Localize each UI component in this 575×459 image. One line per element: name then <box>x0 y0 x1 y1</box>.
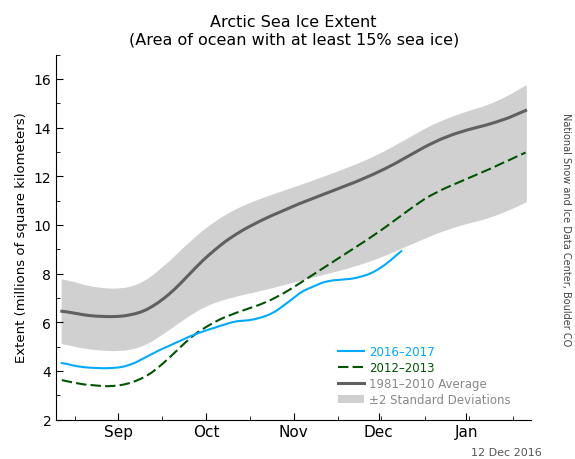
Legend: 2016–2017, 2012–2013, 1981–2010 Average, ±2 Standard Deviations: 2016–2017, 2012–2013, 1981–2010 Average,… <box>338 346 511 407</box>
Text: National Snow and Ice Data Center, Boulder CO: National Snow and Ice Data Center, Bould… <box>561 113 572 346</box>
Y-axis label: Extent (millions of square kilometers): Extent (millions of square kilometers) <box>15 112 28 363</box>
Title: Arctic Sea Ice Extent
(Area of ocean with at least 15% sea ice): Arctic Sea Ice Extent (Area of ocean wit… <box>129 15 459 47</box>
Text: 12 Dec 2016: 12 Dec 2016 <box>470 447 542 457</box>
